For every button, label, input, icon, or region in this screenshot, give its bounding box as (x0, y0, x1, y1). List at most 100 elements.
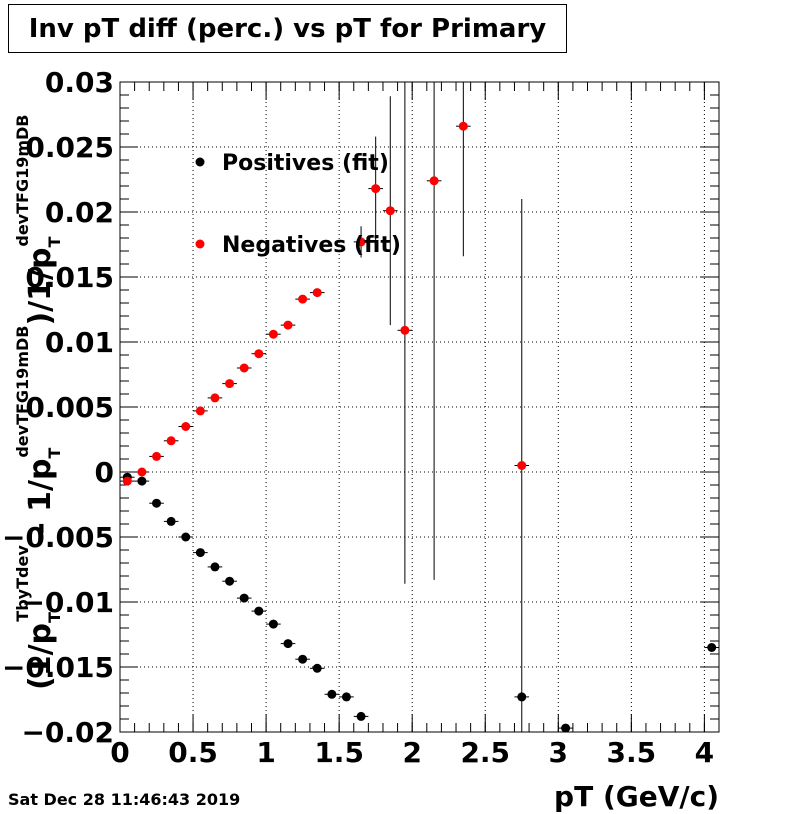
legend-marker-negatives (195, 239, 205, 249)
y-label-inv2: 1/p (23, 459, 58, 512)
data-point-positives (704, 643, 719, 652)
marker (356, 237, 366, 247)
y-tick-label: −0.02 (21, 716, 114, 749)
data-point-positives (207, 562, 223, 572)
data-point-negatives (134, 467, 150, 477)
x-tick-label: 2 (402, 736, 421, 769)
x-tick-label: 4 (695, 736, 714, 769)
data-point-positives (134, 476, 150, 486)
y-label-sup2: devTFG19mDB (13, 326, 32, 458)
plot-frame (119, 81, 720, 733)
marker (239, 593, 249, 603)
y-label-sup1: TbyTdev (13, 545, 32, 622)
x-tick-label: 0 (110, 736, 129, 769)
x-tick-label: 2.5 (460, 736, 510, 769)
marker (298, 294, 308, 304)
x-tick-label: 1 (256, 736, 275, 769)
y-label-sub1: T (45, 612, 64, 623)
marker (225, 576, 235, 586)
marker (166, 516, 176, 526)
data-point-positives (193, 548, 208, 558)
data-point-negatives (280, 320, 296, 330)
marker (385, 206, 395, 216)
marker (341, 692, 351, 702)
datestamp: Sat Dec 28 11:46:43 2019 (8, 790, 241, 809)
marker (195, 548, 205, 558)
y-tick-label: 0 (95, 456, 114, 489)
data-point-positives (236, 593, 252, 603)
legend-marker-positives (195, 157, 205, 167)
y-label-sub2: T (45, 448, 64, 459)
marker (283, 320, 293, 330)
y-tick-label: 0.02 (45, 196, 114, 229)
y-label-sup3: devTFG19mDB (13, 115, 32, 247)
data-point-positives (178, 532, 194, 542)
y-tick-label: 0.03 (45, 66, 114, 99)
data-point-positives (339, 692, 354, 702)
y-tick-label: 0.015 (25, 261, 114, 294)
legend-label-positives: Positives (fit) (222, 151, 389, 176)
data-point-negatives (426, 82, 442, 580)
data-point-positives (251, 606, 267, 616)
marker (268, 619, 278, 629)
marker (312, 288, 322, 298)
data-point-negatives (163, 436, 179, 446)
x-axis-label: pT (GeV/c) (554, 780, 719, 813)
data-point-positives (353, 711, 369, 721)
marker (400, 325, 410, 335)
data-point-negatives (397, 82, 413, 584)
axis-ticks (119, 81, 720, 733)
marker (210, 562, 220, 572)
marker (166, 436, 176, 446)
marker (312, 663, 322, 673)
y-tick-label: 0.025 (25, 131, 114, 164)
marker (254, 606, 264, 616)
data-point-positives (558, 723, 573, 733)
y-tick-label: −0.01 (21, 586, 114, 619)
data-points (120, 82, 719, 733)
data-point-negatives (207, 393, 223, 403)
marker (283, 639, 293, 649)
data-point-positives (309, 663, 325, 673)
marker (254, 349, 264, 359)
data-point-negatives (149, 451, 164, 461)
y-label-close: )/1/p (23, 248, 58, 326)
x-tick-label: 3.5 (607, 736, 657, 769)
data-point-positives (266, 619, 281, 629)
grid-lines (119, 81, 719, 733)
y-tick-label: 0.01 (45, 326, 114, 359)
marker (327, 689, 337, 699)
marker (298, 654, 308, 664)
marker (181, 532, 191, 542)
data-point-negatives (353, 226, 369, 258)
data-point-positives (280, 639, 296, 649)
marker (458, 121, 468, 131)
y-label-inv: 1/p (23, 623, 58, 676)
data-point-negatives (266, 329, 281, 339)
data-point-negatives (222, 379, 237, 389)
marker (429, 176, 439, 186)
y-tick-label: 0.005 (25, 391, 114, 424)
y-tick-label: −0.015 (2, 651, 114, 684)
marker (181, 422, 191, 431)
data-point-negatives (514, 199, 530, 732)
y-label-open-paren: ( (23, 676, 58, 690)
chart-title: Inv pT diff (perc.) vs pT for Primary (8, 4, 567, 53)
marker (152, 451, 162, 461)
data-point-negatives (295, 294, 310, 304)
data-point-negatives (456, 82, 471, 257)
data-point-negatives (236, 363, 252, 373)
data-point-negatives (382, 96, 398, 326)
y-label-sub3: T (45, 237, 64, 248)
marker (122, 476, 132, 486)
marker (707, 643, 717, 652)
data-point-negatives (251, 349, 267, 359)
data-point-negatives (193, 406, 208, 416)
data-point-positives (149, 498, 164, 508)
data-point-negatives (309, 288, 325, 298)
legend-label-negatives: Negatives (fit) (222, 233, 401, 258)
y-tick-labels: −0.02 −0.015 −0.01 −0.005 0 0.005 0.01 0.015 0.0… (2, 66, 114, 749)
marker (371, 184, 381, 194)
y-axis-label: (1/pTTbyTdev - 1/pTdevTFG19mDB)/1/pTdevT… (13, 115, 64, 691)
